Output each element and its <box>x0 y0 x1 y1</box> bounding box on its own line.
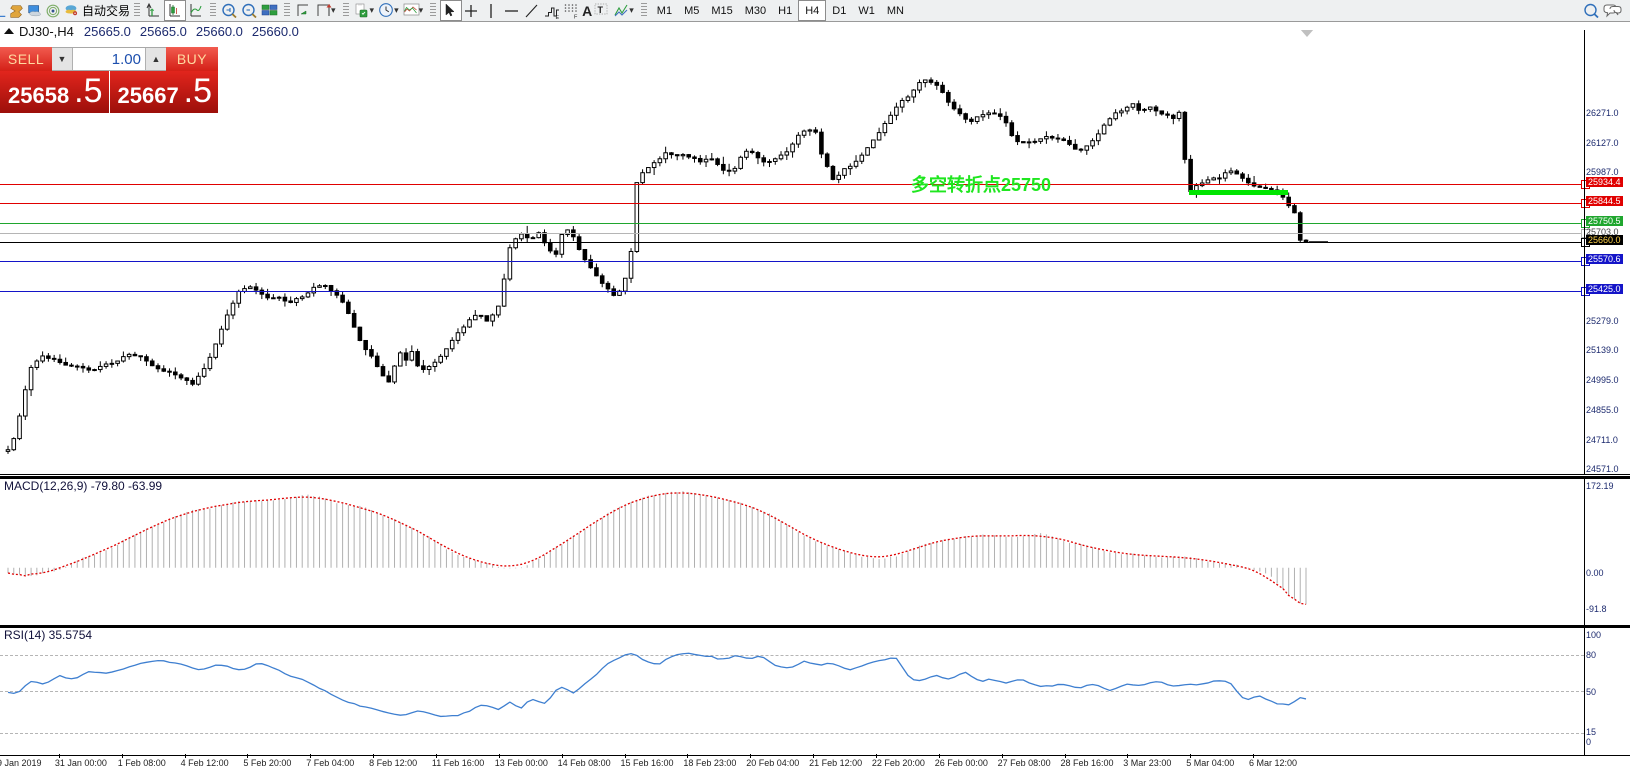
svg-text:F: F <box>574 14 578 20</box>
svg-text:E: E <box>556 15 560 20</box>
svg-text:T: T <box>598 5 604 15</box>
